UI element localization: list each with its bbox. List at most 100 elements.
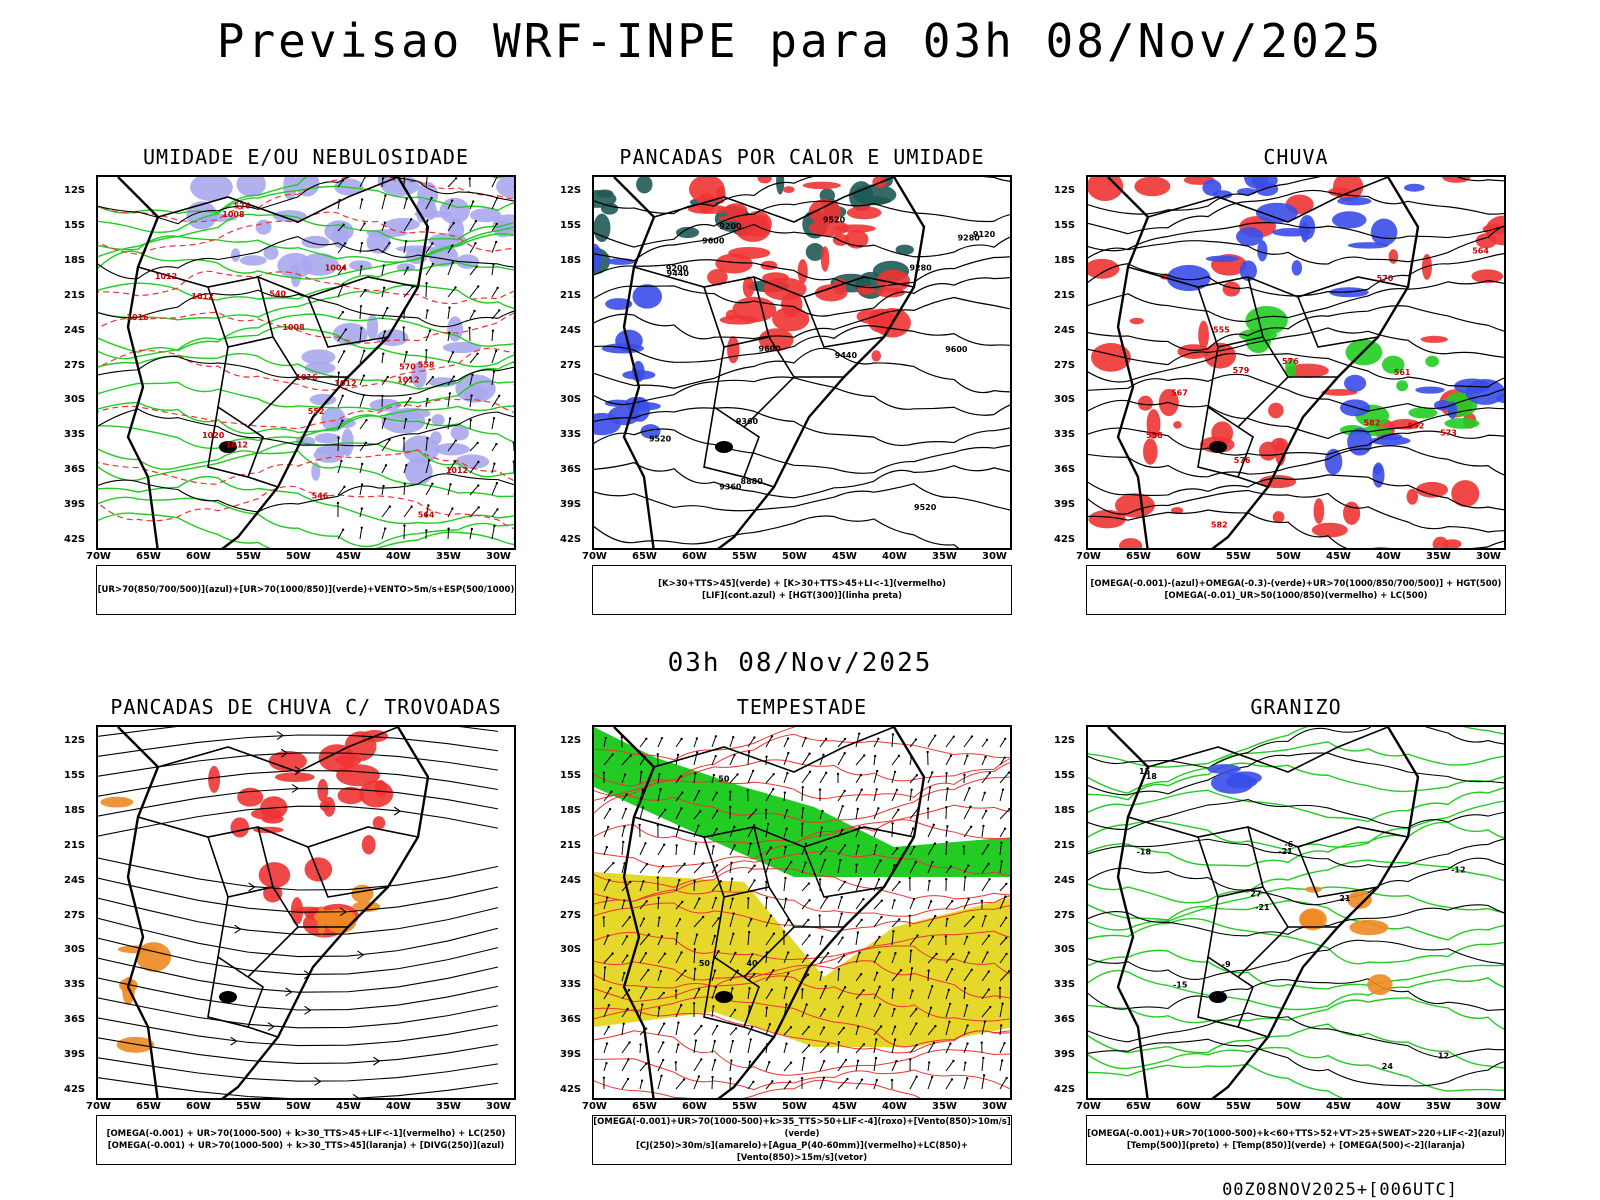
wind-vector [639,738,647,748]
contour-label: 1012 [226,441,248,450]
panel-trovoadas: PANCADAS DE CHUVA C/ TROVOADAS 12S 15S 18S 2… [56,695,556,1185]
wind-vector [855,1060,859,1072]
wind-vector [945,826,948,838]
wind-vector [729,1009,736,1018]
wind-vector [359,223,365,232]
lat-tick-label: 36S [64,464,86,476]
lat-tick-label: 27S [1054,909,1076,921]
contour-label: 558 [418,360,435,369]
wind-vector [837,913,843,928]
wind-vector [747,770,754,784]
wind-vector [513,230,514,231]
wind-vector [783,1062,792,1072]
wind-vector [425,376,434,386]
humidity-area [496,177,514,199]
wind-vector [873,808,879,820]
wind-vector [621,1059,629,1072]
wind-vector [945,953,954,964]
lon-tick-label: 45W [832,1101,857,1112]
rain-area [1337,196,1372,206]
legend-text: [OMEGA(-0.001)+UR>70(1000-500)+k<60+TTS>… [1087,1129,1505,1139]
humidity-area [402,435,440,464]
wind-vector [675,792,683,802]
wind-vector [621,1023,625,1036]
wind-vector [513,360,514,363]
contour-line [594,1058,1010,1091]
wind-vector [855,932,859,946]
wind-vector [513,537,514,539]
contour-label: -21 [1278,847,1293,856]
wind-vector [783,828,788,838]
contour-line [1088,1038,1504,1087]
thunderstorm-area [290,897,304,925]
wind-vector [927,901,932,910]
wind-vector [945,1003,951,1018]
wind-vector [783,738,789,748]
lon-tick-label: 40W [882,551,907,562]
wind-vector [381,195,386,210]
streamline [98,917,499,958]
wind-vector [621,955,628,964]
lat-tick-label: 21S [560,839,582,851]
wind-vector [491,482,498,496]
wind-vector [639,771,642,784]
panel-title: UMIDADE E/OU NEBULOSIDADE [142,145,470,169]
wind-vector [855,898,864,910]
rain-area [1465,379,1504,405]
contour-label: 21 [1339,894,1351,903]
wind-vector [447,352,454,364]
wind-vector [891,771,896,784]
lon-tick-label: 60W [1176,551,1201,562]
wind-vector [891,1060,897,1072]
wind-vector [819,859,826,874]
wind-vector [999,953,1007,964]
contour-line [98,475,514,525]
wind-vector [999,1077,1008,1090]
wind-vector [639,843,646,856]
wind-vector [909,789,913,802]
wind-vector [513,295,514,297]
lat-tick-label: 42S [64,1084,86,1095]
contour-line [1088,427,1504,456]
wind-vector [639,881,644,892]
wind-vector [927,1042,935,1054]
wind-vector [981,915,987,928]
wind-vector [711,846,715,856]
contour-label: 1012 [446,466,468,475]
wind-vector [945,773,948,784]
contour-line [1088,1063,1344,1098]
wind-vector [801,1045,810,1054]
wind-vector [447,528,450,540]
rain-area [1432,536,1449,548]
lon-tick-label: 40W [386,551,411,562]
wind-vector [675,738,682,748]
wind-vector [873,1026,882,1036]
wind-vector [747,1026,753,1036]
wind-vector [359,289,366,298]
lat-tick-label: 30S [1054,394,1076,406]
contour-line [594,376,1010,416]
contour-label: 582 [1364,418,1381,427]
wind-vector [675,919,681,928]
contour-line [594,428,1010,474]
panel-granizo: GRANIZO -21 -18 -15 -12 -9 -6 12 15 18 21 24 27 -21 12… [1046,695,1546,1185]
lon-tick-label: 60W [1176,1101,1201,1112]
wind-vector [873,936,880,946]
humidity-area [404,457,433,486]
wind-vector [855,774,862,784]
rain-area [1173,421,1182,429]
lon-tick-label: 60W [186,1101,211,1112]
wind-vector [945,900,953,910]
lat-tick-label: 15S [560,219,582,231]
contour-label: 546 [312,491,329,500]
wind-vector [693,916,704,928]
legend-text: [OMEGA(-0.01)_UR>50(1000/850)(vermelho) … [1164,591,1428,601]
wind-vector [657,865,664,874]
rain-area [1114,493,1155,518]
contour-line [594,727,796,761]
wind-vector [693,881,696,892]
wind-vector [747,865,756,874]
contour-line [98,450,514,498]
contour-line [98,355,514,397]
thunderstorm-area [336,764,381,787]
